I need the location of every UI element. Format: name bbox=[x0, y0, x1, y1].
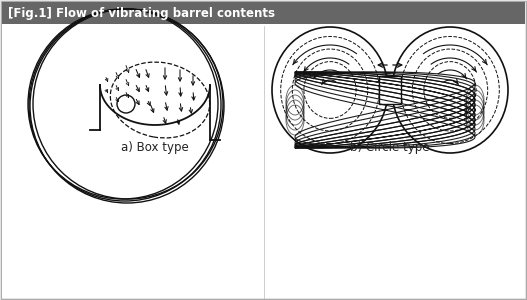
Text: b) Circle type: b) Circle type bbox=[350, 140, 430, 154]
Bar bbox=[2, 2, 525, 24]
Text: [Fig.1] Flow of vibrating barrel contents: [Fig.1] Flow of vibrating barrel content… bbox=[8, 7, 275, 20]
Bar bbox=[379, 76, 401, 104]
Text: a) Box type: a) Box type bbox=[121, 140, 189, 154]
